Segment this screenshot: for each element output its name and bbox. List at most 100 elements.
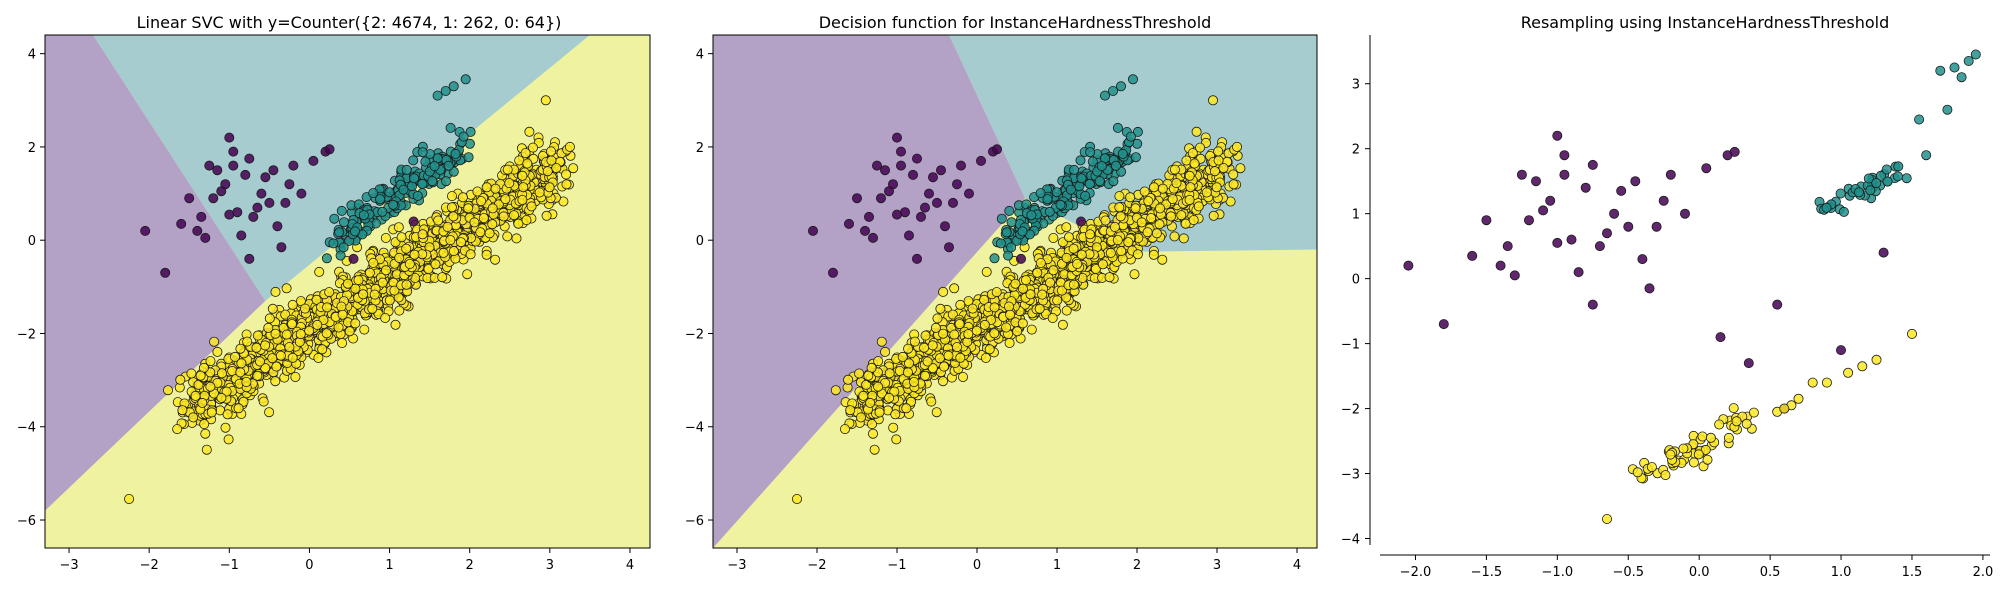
point-class-2 [1167, 194, 1178, 205]
point-class-1 [1111, 160, 1122, 171]
point-class-2 [1012, 326, 1023, 337]
point-class-2 [186, 368, 197, 379]
point-class-1 [1085, 147, 1096, 158]
point-class-2 [1048, 232, 1059, 243]
x-tick-label: 1 [1053, 558, 1061, 573]
point-class-2 [867, 419, 878, 430]
point-class-0 [992, 144, 1003, 155]
point-class-2 [1035, 257, 1046, 268]
point-class-0 [224, 132, 235, 143]
point-class-2 [938, 376, 949, 387]
point-class-1 [329, 213, 340, 224]
point-class-2 [409, 249, 420, 260]
point-class-2 [1116, 246, 1127, 257]
point-class-0 [272, 221, 283, 232]
point-class-2 [1208, 210, 1219, 221]
point-class-2 [534, 187, 545, 198]
point-class-2 [264, 407, 275, 418]
point-class-2 [980, 352, 991, 363]
point-class-2 [1184, 194, 1195, 205]
point-class-2 [1139, 186, 1150, 197]
point-class-2 [540, 95, 551, 106]
point-class-2 [888, 422, 899, 433]
point-class-2 [926, 396, 937, 407]
point-class-2 [267, 353, 278, 364]
point-class-0 [1559, 169, 1570, 180]
point-class-1 [1087, 156, 1098, 167]
point-class-0 [212, 165, 223, 176]
point-class-1 [465, 126, 476, 137]
point-class-0 [1623, 221, 1634, 232]
point-class-2 [954, 319, 965, 330]
point-class-2 [271, 361, 282, 372]
point-class-0 [1609, 208, 1620, 219]
point-class-2 [1100, 215, 1111, 226]
point-class-1 [328, 238, 339, 249]
point-class-2 [235, 367, 246, 378]
point-class-2 [939, 361, 950, 372]
y-tick-label: −6 [685, 514, 704, 529]
point-class-1 [1882, 176, 1893, 187]
point-class-2 [920, 330, 931, 341]
point-class-0 [1651, 221, 1662, 232]
point-class-2 [1213, 146, 1224, 157]
point-class-2 [517, 170, 528, 181]
point-class-2 [1193, 201, 1204, 212]
point-class-2 [350, 283, 361, 294]
point-class-2 [1114, 202, 1125, 213]
point-class-2 [1148, 182, 1159, 193]
point-class-2 [445, 235, 456, 246]
point-class-2 [1130, 203, 1141, 214]
point-class-2 [295, 296, 306, 307]
point-class-2 [1068, 279, 1079, 290]
point-class-1 [1970, 49, 1981, 60]
point-class-2 [321, 328, 332, 339]
point-class-2 [1209, 166, 1220, 177]
point-class-2 [1228, 179, 1239, 190]
point-class-2 [384, 295, 395, 306]
point-class-2 [233, 403, 244, 414]
x-tick-label: −2 [807, 558, 826, 573]
point-class-2 [1697, 431, 1708, 442]
point-class-2 [270, 376, 281, 387]
point-class-2 [1213, 155, 1224, 166]
point-class-1 [429, 161, 440, 172]
point-class-2 [1104, 272, 1115, 283]
point-class-1 [1117, 148, 1128, 159]
point-class-2 [1665, 449, 1676, 460]
point-class-2 [938, 328, 949, 339]
point-class-0 [256, 188, 267, 199]
plot-area: −3 −2 −1 0 1 2 3 4 4 2 0 −2 −4 −6 [685, 34, 1318, 573]
point-class-2 [487, 219, 498, 230]
point-class-2 [504, 178, 515, 189]
y-tick-label: 3 [1352, 78, 1360, 93]
point-class-2 [1123, 237, 1134, 248]
point-class-1 [1132, 138, 1143, 149]
point-class-2 [1731, 416, 1742, 427]
point-class-2 [359, 324, 370, 335]
point-class-0 [936, 165, 947, 176]
point-class-0 [1630, 176, 1641, 187]
point-class-0 [888, 179, 899, 190]
point-class-2 [1064, 232, 1075, 243]
x-tick-label: 0 [305, 558, 313, 573]
point-class-2 [932, 313, 943, 324]
point-class-2 [521, 215, 532, 226]
point-class-2 [840, 424, 851, 435]
point-class-2 [390, 319, 401, 330]
point-class-2 [880, 346, 891, 357]
point-class-1 [427, 176, 438, 187]
point-class-0 [1559, 150, 1570, 161]
point-class-1 [401, 164, 412, 175]
axes-frame [44, 34, 651, 549]
x-tick-label: 1 [385, 558, 393, 573]
point-class-1 [1949, 62, 1960, 73]
point-class-0 [264, 197, 275, 208]
point-class-0 [176, 218, 187, 229]
point-class-2 [1151, 228, 1162, 239]
point-class-0 [1729, 146, 1740, 157]
point-class-0 [864, 211, 875, 222]
point-class-2 [1085, 229, 1096, 240]
point-class-0 [844, 218, 855, 229]
point-class-0 [1637, 254, 1648, 265]
